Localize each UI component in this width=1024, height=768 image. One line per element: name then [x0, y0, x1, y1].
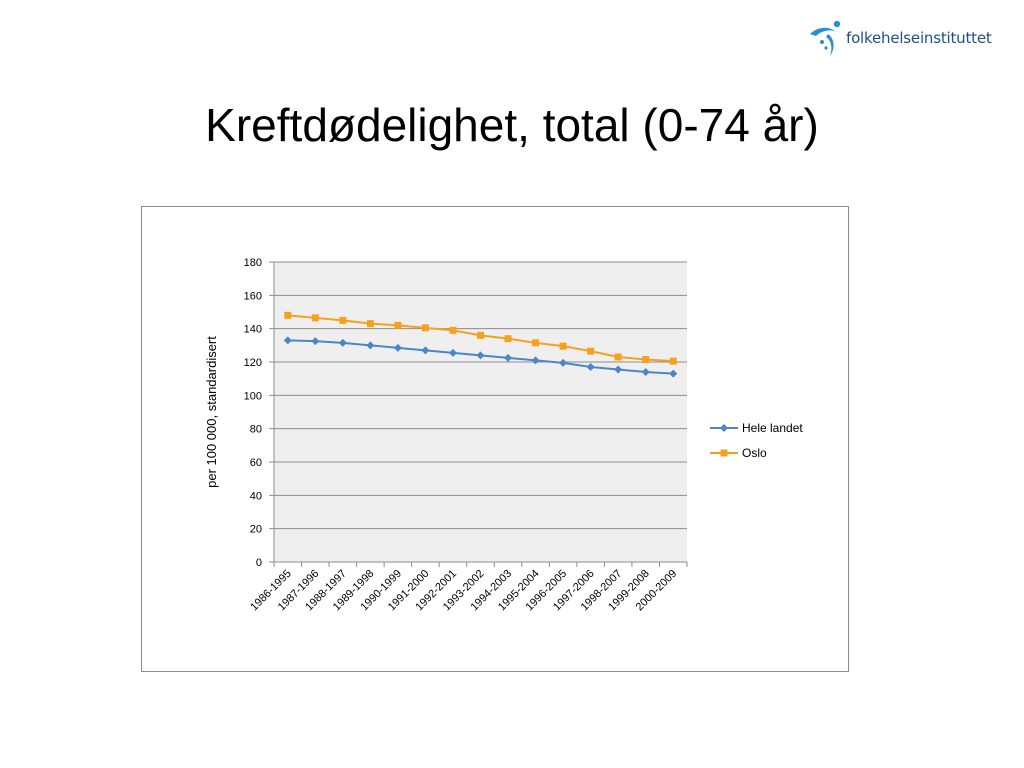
y-tick-label: 180	[244, 257, 262, 269]
legend-entry: Hele landet	[710, 421, 803, 435]
data-point	[311, 314, 319, 322]
legend-marker	[720, 449, 728, 457]
data-point	[586, 363, 595, 371]
data-point	[283, 336, 292, 345]
logo: folkehelseinstituttet	[806, 18, 992, 58]
y-tick-label: 60	[250, 457, 262, 469]
y-axis-title: per 100 000, standardisert	[204, 336, 219, 488]
data-point	[394, 321, 402, 329]
data-point	[339, 316, 347, 324]
data-point	[641, 368, 650, 376]
data-point	[614, 365, 623, 374]
data-point	[449, 326, 457, 334]
data-point	[421, 324, 429, 332]
data-point	[532, 339, 540, 347]
data-point	[642, 356, 650, 363]
legend-label: Hele landet	[742, 421, 803, 435]
series-hele-landet	[283, 336, 678, 378]
folkehelseinstituttet-logo-icon	[810, 20, 841, 56]
y-tick-label: 120	[244, 357, 262, 369]
data-point	[531, 356, 540, 365]
data-point	[669, 369, 678, 378]
data-point	[504, 353, 513, 362]
data-point	[366, 341, 375, 350]
data-point	[559, 358, 568, 367]
y-tick-label: 80	[250, 424, 262, 436]
legend-label: Oslo	[742, 446, 767, 460]
data-point	[587, 347, 595, 355]
data-point	[393, 343, 402, 352]
y-tick-label: 100	[244, 390, 262, 402]
y-tick-label: 40	[250, 490, 262, 502]
data-point	[284, 311, 292, 319]
y-tick-label: 0	[256, 557, 262, 569]
data-point	[311, 337, 320, 346]
y-tick-label: 20	[250, 524, 262, 536]
data-point	[476, 351, 485, 360]
y-tick-label: 140	[244, 324, 262, 336]
data-point	[338, 338, 347, 347]
legend-entry: Oslo	[710, 446, 767, 460]
slide-title: Kreftdødelighet, total (0-74 år)	[205, 99, 819, 151]
y-tick-label: 160	[244, 290, 262, 302]
data-point	[614, 353, 622, 361]
logo-text: folkehelseinstituttet	[846, 29, 992, 47]
line-chart: 0204060801001201401601801986-19951987-19…	[204, 257, 803, 613]
series-oslo	[284, 311, 677, 365]
legend-marker	[720, 424, 728, 432]
chart-frame: 0 20 40 60 80 100 120 140 160 180 1986-1995 1987-19…	[141, 206, 849, 672]
data-point	[477, 331, 484, 339]
plot-area	[274, 262, 687, 562]
data-point	[559, 342, 567, 350]
data-point	[669, 357, 677, 365]
data-point	[504, 335, 512, 343]
data-point	[448, 348, 457, 357]
data-point	[421, 346, 430, 355]
data-point	[366, 320, 374, 328]
